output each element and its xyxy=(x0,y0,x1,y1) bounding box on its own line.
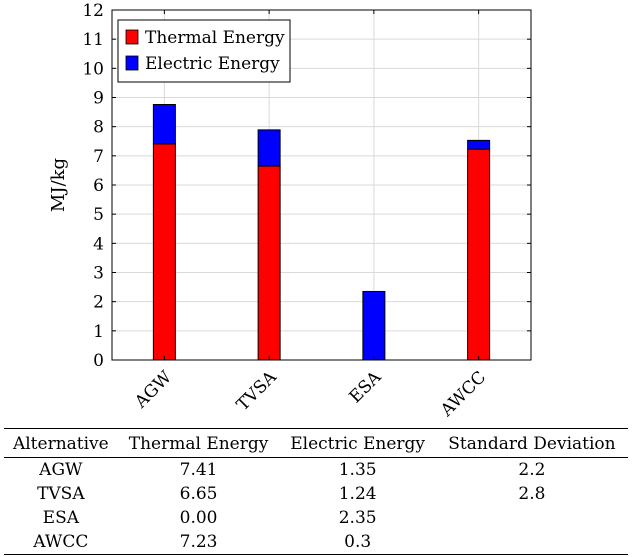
table-body: AGW 7.41 1.35 2.2 TVSA 6.65 1.24 2.8 ESA 0.00 2.35… xyxy=(4,458,628,555)
table-cell: 7.41 xyxy=(179,460,218,480)
table-cell: ESA xyxy=(42,508,80,528)
table-cell: TVSA xyxy=(37,484,85,504)
y-tick-label-7: 7 xyxy=(93,147,104,167)
bar-agw-electric-energy xyxy=(152,104,176,145)
y-tick-label-2: 2 xyxy=(93,293,104,313)
table-cell: AGW xyxy=(39,460,83,480)
bar-tvsa-electric-energy xyxy=(257,129,281,167)
y-tick-label-6: 6 xyxy=(93,176,104,196)
table-cell: 7.23 xyxy=(179,532,218,552)
bar-awcc-thermal-energy xyxy=(467,148,491,361)
x-tick-label-esa: ESA xyxy=(346,367,386,407)
legend-label-electric-energy: Electric Energy xyxy=(145,54,280,74)
table-cell: 0.00 xyxy=(179,508,218,528)
table-header-thermal-energy: Thermal Energy xyxy=(128,434,269,454)
table-header-alternative: Alternative xyxy=(12,434,109,454)
y-tick-label-3: 3 xyxy=(93,264,104,284)
y-tick-label-5: 5 xyxy=(93,205,104,225)
table-header-row: Alternative Thermal Energy Electric Energy… xyxy=(4,428,628,458)
table-row: ESA 0.00 2.35 xyxy=(4,506,628,530)
table-cell: 2.8 xyxy=(518,484,546,504)
table-cell: 1.35 xyxy=(338,460,377,480)
y-tick-label-1: 1 xyxy=(93,322,104,342)
legend-label-thermal-energy: Thermal Energy xyxy=(145,28,285,48)
bar-esa-electric-energy xyxy=(362,290,386,361)
table-cell: 6.65 xyxy=(179,484,218,504)
summary-table-container: Alternative Thermal Energy Electric Energy… xyxy=(4,428,628,555)
bars xyxy=(152,104,491,361)
y-axis-label: MJ/kg xyxy=(48,158,69,212)
y-tick-label-10: 10 xyxy=(82,59,104,79)
table-cell: 2.35 xyxy=(338,508,377,528)
table-cell xyxy=(436,506,628,530)
bar-tvsa-thermal-energy xyxy=(257,165,281,361)
y-tick-label-11: 11 xyxy=(82,30,104,50)
table-header-electric-energy: Electric Energy xyxy=(290,434,426,454)
table-cell: 2.2 xyxy=(518,460,546,480)
bar-awcc-electric-energy xyxy=(467,139,491,150)
summary-table: Alternative Thermal Energy Electric Energy… xyxy=(4,428,628,555)
y-tick-label-4: 4 xyxy=(93,234,104,254)
table-cell: 1.24 xyxy=(338,484,377,504)
y-tick-label-8: 8 xyxy=(93,118,104,138)
table-row: AGW 7.41 1.35 2.2 xyxy=(4,458,628,483)
y-tick-label-0: 0 xyxy=(93,351,104,371)
table-cell: AWCC xyxy=(33,532,89,552)
table-row: AWCC 7.23 0.3 xyxy=(4,530,628,555)
table-cell: 0.3 xyxy=(344,532,372,552)
table-cell xyxy=(436,530,628,555)
table-header-standard-deviation: Standard Deviation xyxy=(448,434,616,454)
y-tick-label-12: 12 xyxy=(82,1,104,21)
x-tick-label-agw: AGW xyxy=(130,367,176,413)
legend-box xyxy=(117,19,291,83)
bar-agw-thermal-energy xyxy=(152,143,176,361)
legend-swatch-electric-energy xyxy=(125,55,139,71)
legend: Thermal Energy Electric Energy xyxy=(117,19,291,83)
x-tick-label-awcc: AWCC xyxy=(436,367,490,421)
x-tick-label-tvsa: TVSA xyxy=(233,367,281,415)
table-row: TVSA 6.65 1.24 2.8 xyxy=(4,482,628,506)
legend-swatch-thermal-energy xyxy=(125,29,139,45)
y-tick-label-9: 9 xyxy=(93,89,104,109)
